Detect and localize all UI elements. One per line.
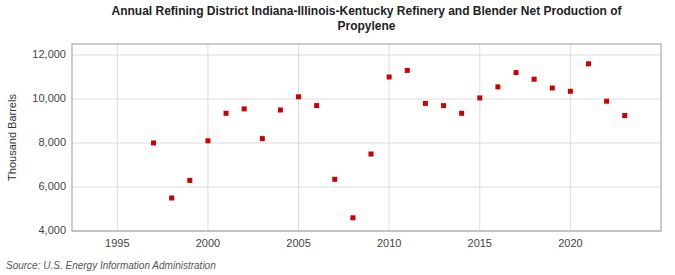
x-tick-label: 2015 [468,237,492,249]
y-tick-label: 8,000 [38,136,66,148]
scatter-point [187,178,192,183]
points [151,61,627,220]
scatter-point [224,111,229,116]
scatter-point [586,61,591,66]
scatter-point [151,141,156,146]
y-grid-line [72,55,661,56]
scatter-point [532,77,537,82]
scatter-point [477,95,482,100]
scatter-point [495,84,500,89]
scatter-point [278,108,283,113]
scatter-point [260,136,265,141]
scatter-point [459,111,464,116]
grid [72,44,661,231]
scatter-point [568,89,573,94]
x-grid-line [298,44,299,231]
scatter-point [604,99,609,104]
chart-svg: 4,000 6,000 8,000 10,000 12,000 1995 2000 2005 2… [0,0,675,275]
scatter-point [205,138,210,143]
title-line: Annual Refining District Indiana-Illinoi… [111,4,622,18]
scatter-point [332,177,337,182]
x-grid-line [570,44,571,231]
scatter-point [622,113,627,118]
x-tick-label: 2010 [377,237,401,249]
x-tick-label: 2000 [196,237,220,249]
y-tick-label: 4,000 [38,224,66,236]
chart-title: Annual Refining District Indiana-Illinoi… [111,4,622,33]
x-tick-label: 1995 [105,237,129,249]
y-axis-label: Thousand Barrels [6,94,18,181]
y-grid-line [72,143,661,144]
chart-container: 4,000 6,000 8,000 10,000 12,000 1995 2000 2005 2… [0,0,675,275]
scatter-point [514,70,519,75]
y-grid-line [72,99,661,100]
y-tick-label: 10,000 [32,92,66,104]
scatter-point [550,86,555,91]
scatter-point [169,196,174,201]
scatter-point [296,94,301,99]
y-tick-label: 12,000 [32,48,66,60]
scatter-point [405,68,410,73]
scatter-point [314,103,319,108]
x-grid-line [389,44,390,231]
x-grid-line [117,44,118,231]
x-grid-line [207,44,208,231]
x-tick-label: 2020 [558,237,582,249]
scatter-point [387,75,392,80]
y-grid-line [72,187,661,188]
scatter-point [242,106,247,111]
y-tick-label: 6,000 [38,180,66,192]
title-line: Propylene [337,19,395,33]
source-note: Source: U.S. Energy Information Administ… [6,260,216,271]
x-tick-label: 2005 [286,237,310,249]
plot-frame [72,44,661,231]
x-grid-line [479,44,480,231]
scatter-point [369,152,374,157]
scatter-point [423,101,428,106]
scatter-point [441,103,446,108]
scatter-point [350,215,355,220]
